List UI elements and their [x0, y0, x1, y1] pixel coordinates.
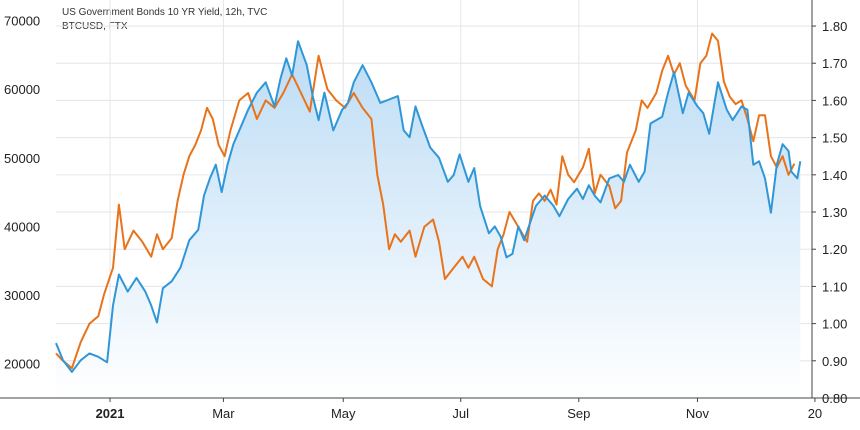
right-tick-label: 1.70	[822, 56, 847, 71]
legend-yield-label: US Government Bonds 10 YR Yield, 12h, TV…	[62, 7, 268, 18]
right-tick-label: 1.50	[822, 131, 847, 146]
tick-labels: 20000 30000 40000 50000 60000 70000 0.80 0.90 1.…	[4, 14, 847, 421]
right-tick-label: 1.20	[822, 242, 847, 257]
right-tick-label: 1.40	[822, 168, 847, 183]
left-tick-label: 30000	[4, 288, 40, 303]
yield-series-line	[55, 32, 796, 370]
x-tick-label: 2021	[96, 406, 125, 421]
series-lines	[55, 32, 802, 373]
left-tick-label: 70000	[4, 14, 40, 29]
right-tick-label: 1.30	[822, 205, 847, 220]
right-tick-label: 1.60	[822, 93, 847, 108]
left-tick-label: 40000	[4, 219, 40, 234]
btc-series-line	[55, 40, 802, 373]
x-tick-label: Jul	[452, 406, 469, 421]
btc-area-fill	[56, 41, 801, 398]
left-tick-label: 20000	[4, 357, 40, 372]
right-tick-label: 1.10	[822, 279, 847, 294]
btc-area	[56, 41, 801, 398]
x-tick-label: Nov	[686, 406, 710, 421]
x-tick-label: Mar	[212, 406, 235, 421]
right-tick-label: 0.90	[822, 354, 847, 369]
x-tick-label: May	[331, 406, 356, 421]
right-tick-label: 0.80	[822, 391, 847, 406]
right-tick-label: 1.00	[822, 317, 847, 332]
left-tick-label: 60000	[4, 82, 40, 97]
x-tick-label: 20	[808, 406, 822, 421]
axes	[0, 0, 860, 402]
right-tick-label: 1.80	[822, 19, 847, 34]
left-tick-label: 50000	[4, 151, 40, 166]
x-tick-label: Sep	[567, 406, 590, 421]
